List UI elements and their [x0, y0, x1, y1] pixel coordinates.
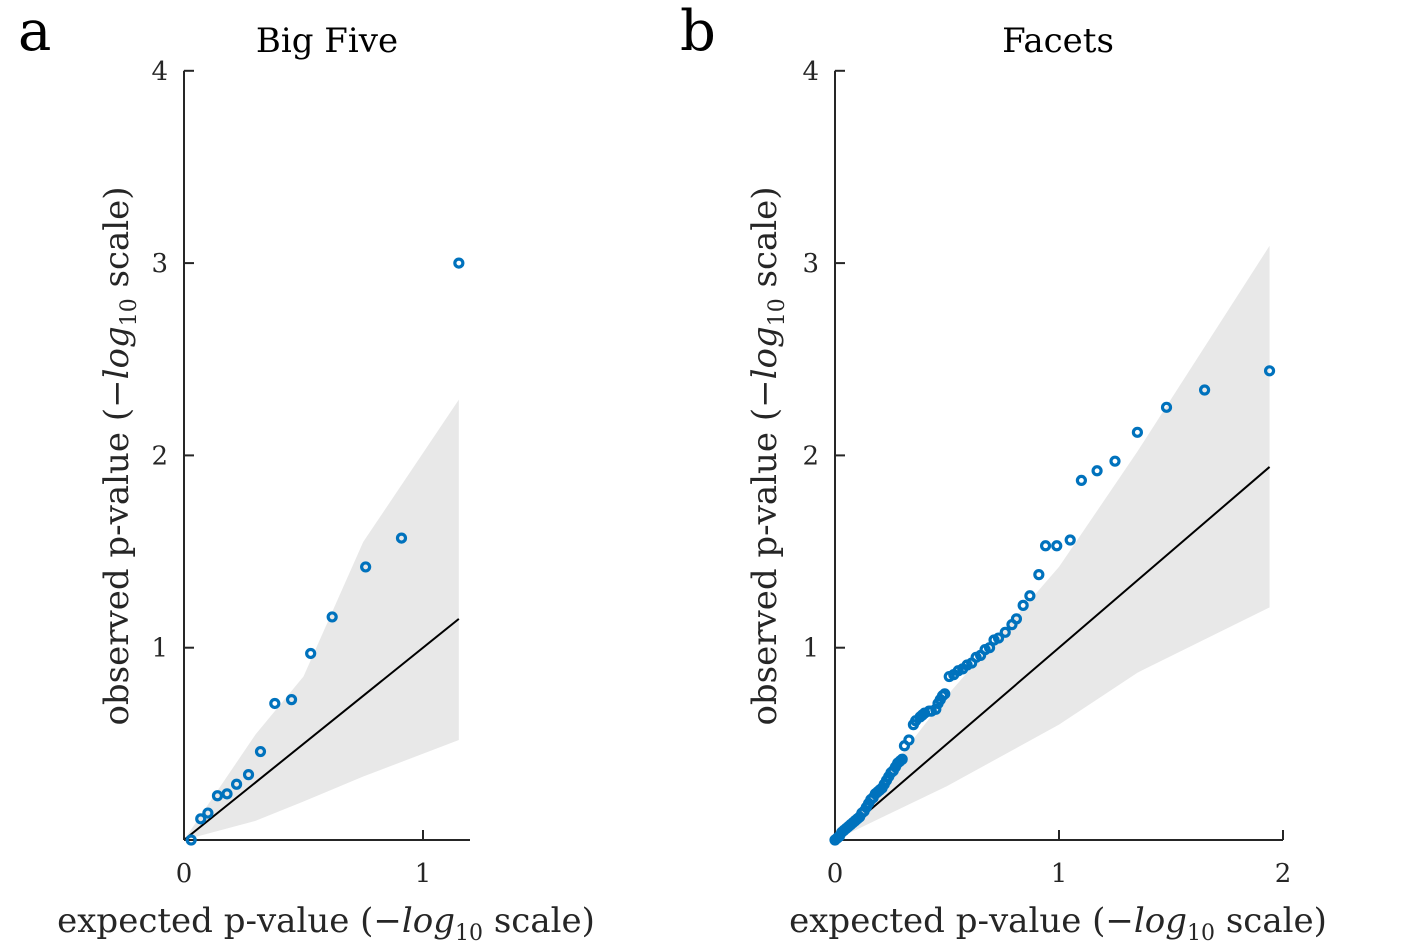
y-axis-label-log: log — [745, 326, 785, 379]
data-point — [453, 257, 465, 269]
data-point — [939, 688, 951, 700]
data-point — [1198, 384, 1211, 396]
axes: 1 2 3 4 0 1 2 — [802, 57, 1291, 889]
y-axis-label-subscript: 10 — [117, 298, 142, 326]
data-point — [221, 788, 233, 800]
x-axis-label-subscript: 10 — [455, 921, 483, 945]
data-point — [1010, 613, 1023, 625]
y-tick-label: 1 — [802, 634, 819, 664]
reference-line-layer — [834, 466, 1271, 841]
x-axis-label-suffix: scale) — [483, 901, 595, 941]
x-axis-label-prefix: expected p-value (− — [789, 901, 1134, 941]
data-point — [305, 647, 317, 660]
y-tick-label: 2 — [151, 441, 168, 471]
x-tick-label: 0 — [176, 859, 193, 889]
confidence-band-layer — [184, 399, 459, 840]
y-tick-label: 2 — [802, 441, 819, 471]
x-axis-label: expected p-value (−log10 scale) — [789, 901, 1327, 945]
data-point — [1160, 401, 1173, 413]
panel-label-b: b — [680, 0, 716, 64]
x-tick-label: 0 — [827, 859, 844, 889]
panel-label-a: a — [18, 0, 51, 64]
data-point — [1075, 474, 1088, 486]
y-tick-label: 3 — [151, 249, 168, 279]
data-point — [1091, 465, 1103, 477]
data-point — [1024, 590, 1036, 602]
data-point — [1263, 365, 1276, 377]
x-axis-label-log: log — [1134, 901, 1187, 941]
data-point — [195, 813, 207, 825]
data-point — [999, 626, 1011, 638]
data-points — [185, 257, 465, 846]
y-tick-label: 3 — [802, 249, 819, 279]
axes: 1 2 3 4 0 1 — [151, 57, 470, 889]
data-point — [983, 642, 996, 654]
x-axis-label-log: log — [402, 901, 455, 941]
x-axis-label: expected p-value (−log10 scale) — [57, 901, 595, 945]
confidence-band — [184, 399, 459, 840]
data-point — [230, 778, 243, 790]
data-point — [1017, 599, 1029, 611]
data-point — [242, 769, 255, 781]
reference-line-layer — [183, 618, 460, 841]
x-tick-label: 1 — [1051, 859, 1068, 889]
y-axis-label: observed p-value (−log10 scale) — [97, 186, 142, 725]
data-point — [903, 734, 915, 746]
data-point — [211, 790, 224, 802]
data-points — [829, 365, 1276, 846]
data-point — [185, 834, 197, 846]
x-tick-label: 2 — [1275, 859, 1292, 889]
y-axis-label-prefix: observed p-value (− — [97, 379, 137, 725]
y-axis-label-prefix: observed p-value (− — [745, 379, 785, 725]
data-point — [395, 532, 408, 544]
reference-line — [183, 618, 460, 841]
x-axis-label-subscript: 10 — [1187, 921, 1215, 945]
data-point — [992, 632, 1005, 644]
y-axis-label: observed p-value (−log10 scale) — [745, 186, 790, 725]
data-point — [1064, 534, 1076, 546]
data-point — [1051, 540, 1063, 552]
data-point — [1131, 426, 1144, 438]
y-axis-label-suffix: scale) — [745, 186, 785, 298]
chart-title-big-five: Big Five — [256, 21, 398, 61]
y-axis-label-log: log — [97, 326, 137, 379]
y-axis-label-suffix: scale) — [97, 186, 137, 298]
confidence-band — [835, 245, 1270, 841]
data-point — [360, 561, 372, 573]
x-axis-label-prefix: expected p-value (− — [57, 901, 402, 941]
data-point — [285, 694, 298, 706]
data-point — [1109, 455, 1121, 467]
data-point — [269, 697, 281, 710]
data-point — [896, 753, 908, 765]
data-point — [326, 611, 338, 623]
data-point — [1039, 540, 1052, 552]
chart-title-facets: Facets — [1002, 21, 1114, 61]
data-point — [202, 807, 214, 819]
reference-line — [834, 466, 1271, 841]
data-point — [254, 745, 267, 758]
confidence-band-layer — [835, 245, 1270, 841]
y-tick-label: 4 — [802, 57, 819, 87]
x-tick-label: 1 — [415, 859, 432, 889]
y-tick-label: 4 — [151, 57, 168, 87]
y-axis-label-subscript: 10 — [765, 298, 790, 326]
x-axis-label-suffix: scale) — [1215, 901, 1327, 941]
data-point — [1033, 569, 1045, 581]
y-tick-label: 1 — [151, 634, 168, 664]
